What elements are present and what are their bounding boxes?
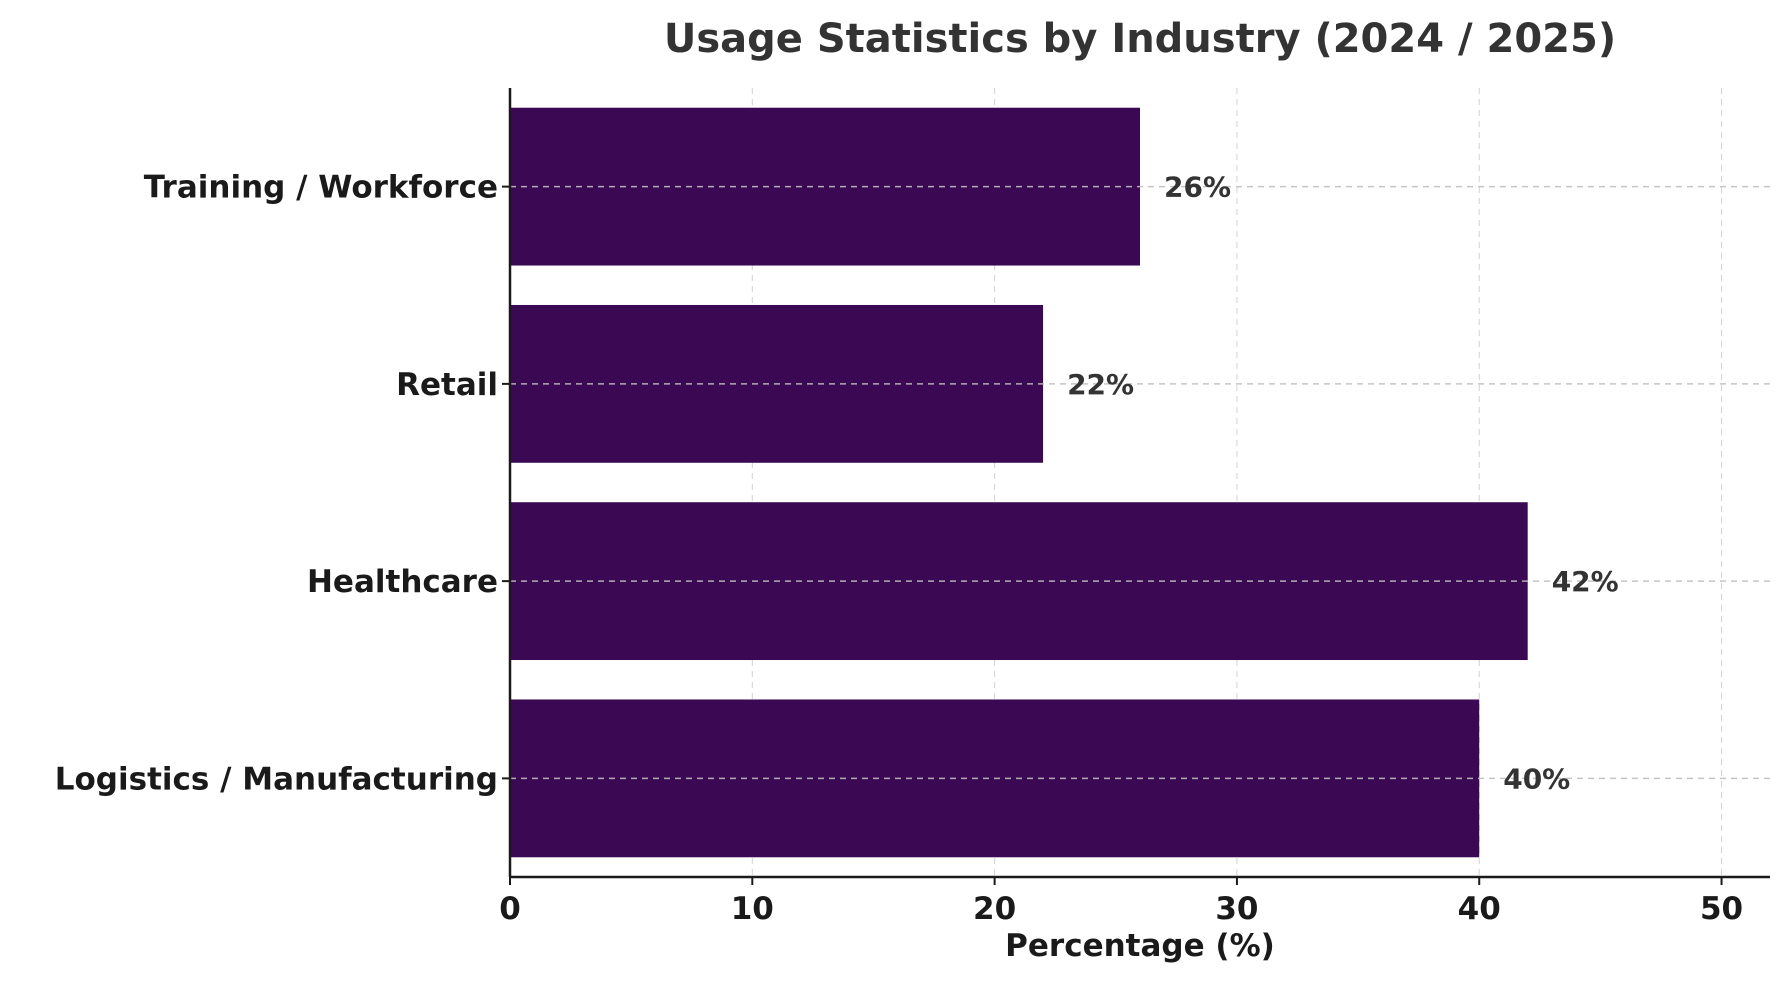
category-label: Training / Workforce (144, 170, 498, 206)
x-tick-label: 30 (1215, 891, 1258, 927)
bars (510, 107, 1770, 858)
data-label: 42% (1552, 565, 1619, 598)
x-tick-label: 10 (731, 891, 774, 927)
x-tick-label: 40 (1458, 891, 1501, 927)
x-axis-title: Percentage (%) (1005, 928, 1275, 964)
x-tick-label: 20 (973, 891, 1016, 927)
x-tick-label: 0 (499, 891, 521, 927)
category-label: Logistics / Manufacturing (55, 761, 498, 797)
axes (502, 88, 1770, 885)
category-label: Retail (396, 367, 498, 403)
bar (510, 107, 1140, 266)
chart-title: Usage Statistics by Industry (2024 / 202… (664, 16, 1616, 62)
data-label: 22% (1067, 368, 1134, 401)
category-label: Healthcare (307, 564, 498, 600)
labels: 0 10 20 30 40 50 Logistics / Manufacturing 40% H… (55, 170, 1743, 927)
data-label: 26% (1164, 171, 1231, 204)
data-label: 40% (1503, 762, 1570, 795)
x-tick-label: 50 (1700, 891, 1743, 927)
